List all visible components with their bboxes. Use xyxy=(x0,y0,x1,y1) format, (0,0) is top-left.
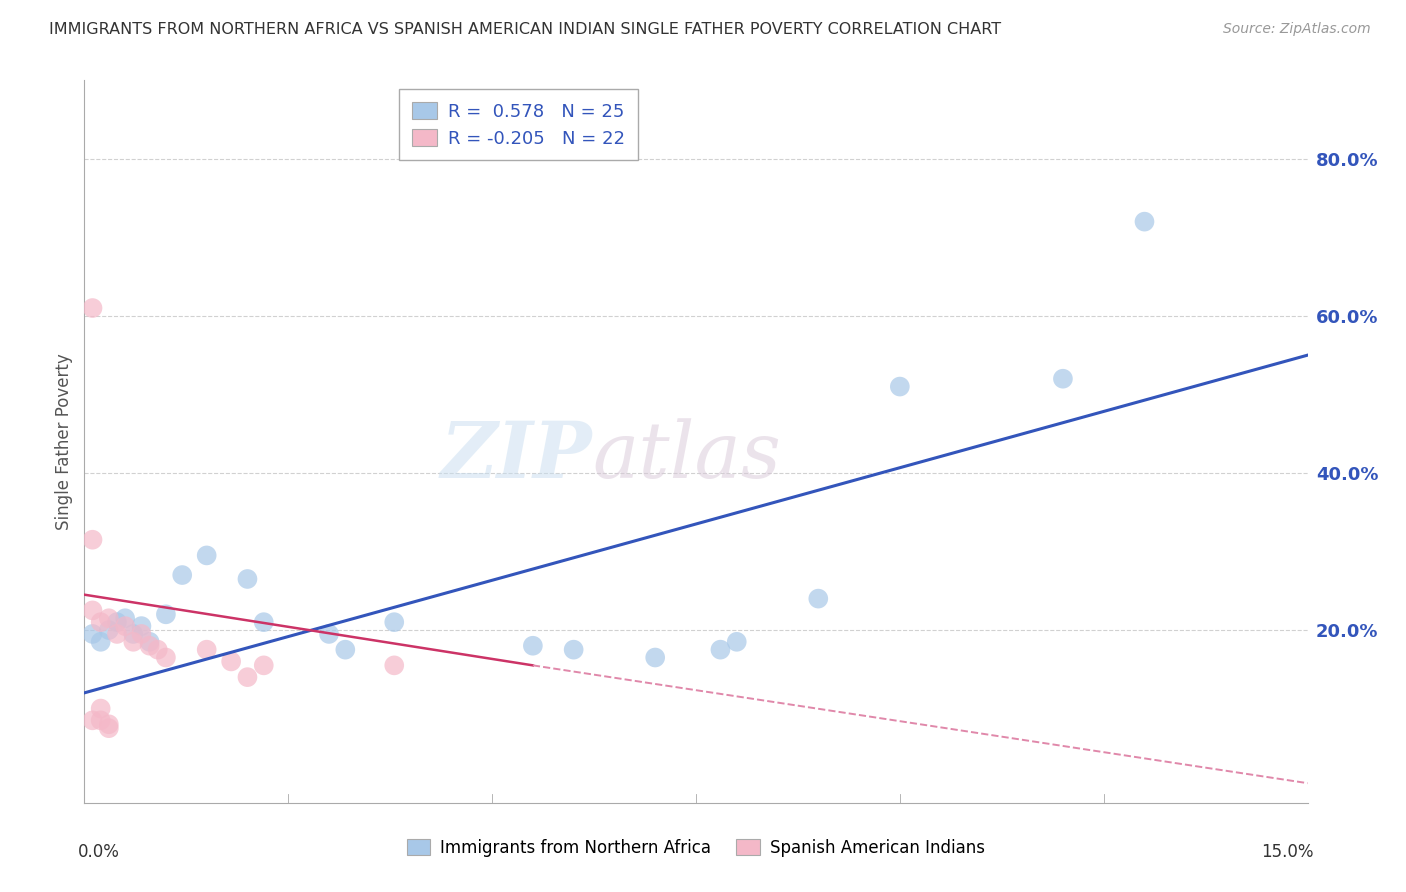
Point xyxy=(382,658,405,673)
Point xyxy=(122,635,145,649)
Text: IMMIGRANTS FROM NORTHERN AFRICA VS SPANISH AMERICAN INDIAN SINGLE FATHER POVERTY: IMMIGRANTS FROM NORTHERN AFRICA VS SPANI… xyxy=(49,22,1001,37)
Point xyxy=(562,642,585,657)
Point xyxy=(335,642,357,657)
Point xyxy=(90,701,112,715)
Point xyxy=(219,655,242,669)
Point xyxy=(82,533,104,547)
Point xyxy=(138,639,160,653)
Point xyxy=(155,650,177,665)
Point xyxy=(382,615,405,630)
Point xyxy=(97,623,120,637)
Point xyxy=(82,627,104,641)
Point xyxy=(253,658,276,673)
Point xyxy=(236,670,259,684)
Y-axis label: Single Father Poverty: Single Father Poverty xyxy=(55,353,73,530)
Point xyxy=(522,639,544,653)
Point xyxy=(318,627,340,641)
Text: atlas: atlas xyxy=(592,417,780,494)
Point xyxy=(172,568,194,582)
Point xyxy=(97,611,120,625)
Point xyxy=(131,619,153,633)
Point xyxy=(889,379,911,393)
Point xyxy=(155,607,177,622)
Point xyxy=(131,627,153,641)
Point xyxy=(236,572,259,586)
Point xyxy=(105,627,128,641)
Text: 0.0%: 0.0% xyxy=(79,843,120,861)
Point xyxy=(90,615,112,630)
Point xyxy=(807,591,830,606)
Point xyxy=(82,301,104,315)
Legend: Immigrants from Northern Africa, Spanish American Indians: Immigrants from Northern Africa, Spanish… xyxy=(396,829,995,867)
Point xyxy=(1133,214,1156,228)
Point xyxy=(82,714,104,728)
Point xyxy=(644,650,666,665)
Text: ZIP: ZIP xyxy=(440,417,592,494)
Point xyxy=(725,635,748,649)
Point xyxy=(709,642,731,657)
Point xyxy=(253,615,276,630)
Point xyxy=(195,642,218,657)
Point xyxy=(90,714,112,728)
Point xyxy=(97,721,120,735)
Point xyxy=(82,603,104,617)
Point xyxy=(97,717,120,731)
Text: Source: ZipAtlas.com: Source: ZipAtlas.com xyxy=(1223,22,1371,37)
Point xyxy=(195,549,218,563)
Point xyxy=(1052,372,1074,386)
Point xyxy=(122,627,145,641)
Point xyxy=(146,642,169,657)
Point xyxy=(114,611,136,625)
Point xyxy=(105,615,128,630)
Point xyxy=(90,635,112,649)
Text: 15.0%: 15.0% xyxy=(1261,843,1313,861)
Point xyxy=(114,619,136,633)
Point xyxy=(138,635,160,649)
